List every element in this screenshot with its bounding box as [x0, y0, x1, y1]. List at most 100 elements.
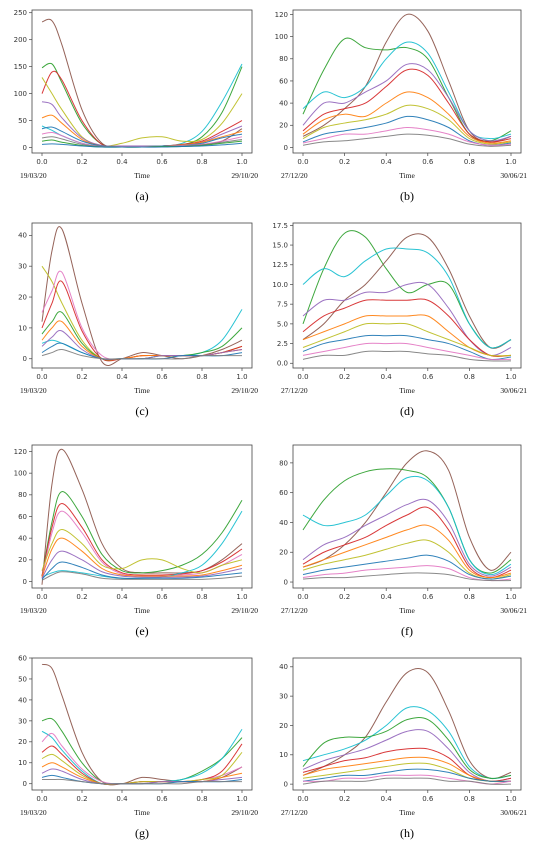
chart-panel-f: 0 20 40 60 80 0.0 0.2 0.4 0.6 0.8 1.0 27/12/20 30/06… — [279, 444, 527, 638]
series-line-4 — [302, 506, 512, 579]
start-date-label: 27/12/20 — [281, 386, 308, 395]
y-tick-label: 50 — [18, 675, 27, 683]
series-line-2 — [302, 717, 512, 779]
series-line-9 — [41, 348, 242, 360]
x-tick-label: 0.6 — [422, 373, 434, 381]
series-line-11 — [41, 142, 243, 148]
end-date-label: 30/06/21 — [500, 386, 527, 395]
series-group — [41, 226, 243, 366]
chart-panel-b: 0 20 40 60 80 100 120 0.0 0.2 0.4 0.6 0.8 1.0 27/12/2… — [275, 9, 527, 203]
series-line-4 — [302, 298, 512, 358]
x-tick-label: 0.2 — [76, 795, 87, 803]
series-line-9 — [302, 133, 512, 147]
series-line-3 — [302, 63, 512, 142]
x-axis-title: Time — [134, 386, 150, 395]
series-group — [41, 448, 243, 585]
x-tick-label: 1.0 — [236, 373, 247, 381]
y-tick-label: 0 — [23, 144, 27, 152]
series-line-9 — [302, 350, 512, 362]
series-line-4 — [302, 68, 512, 143]
series-line-7 — [302, 554, 512, 580]
y-tick-label: 10 — [18, 324, 27, 332]
series-line-5 — [302, 91, 512, 144]
series-line-9 — [42, 778, 242, 785]
panel-caption: (d) — [400, 404, 414, 418]
x-tick-label: 0.8 — [464, 373, 475, 381]
plot-frame — [292, 444, 522, 589]
y-tick-label: 7.5 — [277, 301, 288, 309]
series-line-5 — [302, 756, 512, 783]
x-tick-label: 0.0 — [36, 158, 47, 166]
x-tick-label: 0.0 — [297, 158, 308, 166]
y-tick-label: 100 — [275, 33, 288, 41]
series-line-3 — [302, 281, 512, 356]
series-line-9 — [41, 571, 243, 581]
chart-panel-d: 0.0 2.5 5.0 7.5 10.0 12.5 15.0 17.5 0.0 0.2 0.4 0.6… — [272, 222, 527, 418]
x-tick-label: 0.0 — [36, 795, 47, 803]
panel-caption: (f) — [401, 624, 413, 638]
series-group — [41, 663, 243, 786]
x-axis-title: Time — [399, 606, 415, 615]
end-date-label: 30/06/21 — [500, 606, 527, 615]
y-tick-label: 40 — [279, 663, 288, 671]
end-date-label: 30/06/21 — [500, 171, 527, 180]
x-tick-label: 0.8 — [196, 158, 207, 166]
start-date-label: 19/03/20 — [20, 171, 47, 180]
series-group — [302, 450, 512, 582]
series-line-7 — [302, 334, 512, 361]
y-tick-label: 30 — [18, 717, 27, 725]
series-line-7 — [41, 550, 243, 579]
x-tick-label: 0.2 — [76, 373, 87, 381]
x-tick-label: 0.6 — [422, 593, 434, 601]
series-line-8 — [41, 342, 243, 360]
series-line-6 — [302, 539, 512, 580]
x-tick-label: 0.4 — [116, 795, 128, 803]
plot-frame — [31, 9, 253, 154]
series-line-5 — [302, 524, 512, 579]
y-tick-label: 50 — [18, 117, 27, 125]
x-tick-label: 1.0 — [505, 158, 516, 166]
end-date-label: 29/10/20 — [231, 386, 258, 395]
y-tick-label: 30 — [18, 263, 27, 271]
y-tick-label: 2.5 — [277, 340, 288, 348]
x-tick-label: 0.4 — [381, 593, 393, 601]
series-line-3 — [41, 732, 243, 785]
x-tick-label: 0.0 — [297, 593, 308, 601]
series-line-3 — [41, 70, 243, 148]
series-line-1 — [41, 265, 243, 361]
y-tick-label: 80 — [279, 459, 288, 467]
plot-frame — [292, 222, 522, 369]
series-line-2 — [302, 41, 512, 140]
plot-frame — [31, 222, 253, 369]
series-line-4 — [41, 528, 243, 574]
y-tick-label: 80 — [279, 55, 288, 63]
series-line-6 — [302, 322, 512, 357]
start-date-label: 19/03/20 — [20, 386, 47, 395]
x-tick-label: 1.0 — [505, 593, 516, 601]
x-tick-label: 1.0 — [505, 373, 516, 381]
chart-panel-a: 0 50 100 150 200 250 0.0 0.2 0.4 0.6 0.8 1.0 19/03/2… — [14, 9, 259, 203]
series-line-2 — [302, 475, 512, 576]
series-line-1 — [41, 717, 243, 785]
series-line-0 — [302, 667, 512, 780]
y-tick-label: 12.5 — [272, 261, 288, 269]
series-group — [302, 667, 512, 785]
x-axis-title: Time — [399, 808, 415, 817]
series-line-1 — [302, 37, 512, 142]
x-tick-label: 0.6 — [156, 593, 168, 601]
x-tick-label: 0.8 — [196, 795, 207, 803]
series-line-6 — [302, 104, 512, 145]
start-date-label: 19/03/20 — [20, 808, 47, 817]
y-tick-label: 0 — [284, 144, 288, 152]
y-tick-label: 20 — [18, 293, 27, 301]
x-tick-label: 0.6 — [156, 158, 168, 166]
series-line-2 — [41, 270, 243, 360]
x-tick-label: 0.2 — [339, 795, 350, 803]
y-tick-label: 40 — [18, 696, 27, 704]
y-tick-label: 30 — [279, 693, 288, 701]
y-tick-label: 0 — [284, 781, 288, 789]
y-tick-label: 15.0 — [272, 241, 288, 249]
x-tick-label: 0.0 — [36, 373, 47, 381]
y-tick-label: 40 — [279, 100, 288, 108]
